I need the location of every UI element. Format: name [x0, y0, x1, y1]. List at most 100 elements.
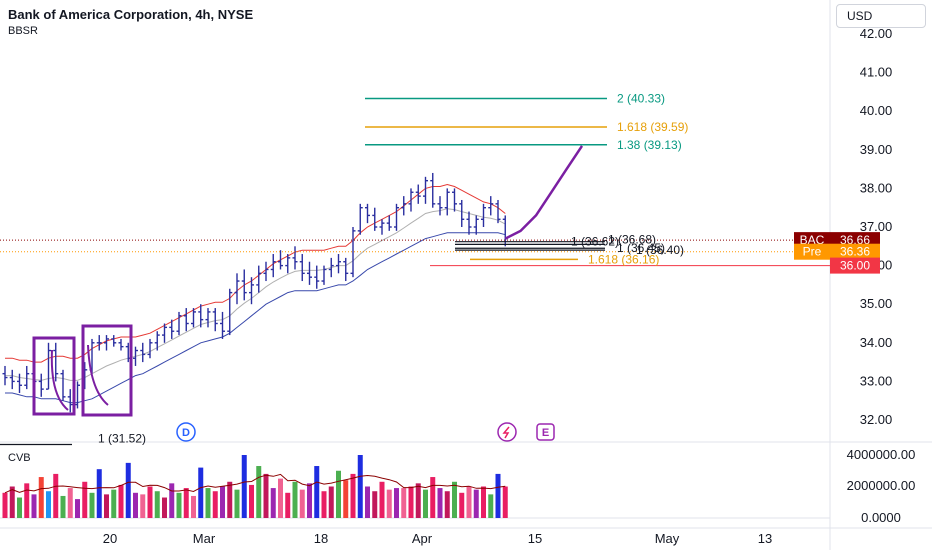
volume-bar: [67, 488, 73, 518]
volume-bar: [394, 488, 399, 518]
band-lower-line: [5, 232, 506, 404]
highlight-box: [32, 336, 76, 416]
volume-bar: [133, 492, 138, 518]
volume-bar: [488, 494, 494, 518]
volume-bar: [495, 473, 501, 518]
fib-cluster-label: 1 (36.45): [617, 241, 665, 255]
volume-bar: [292, 481, 298, 518]
volume-bar: [437, 488, 443, 518]
volume-bar: [430, 477, 436, 518]
volume-bar: [31, 494, 37, 518]
volume-bar: [46, 491, 51, 518]
fib-level-label: 2 (40.33): [617, 91, 665, 105]
x-tick-label: 15: [528, 531, 542, 546]
volume-bar: [502, 486, 508, 518]
volume-bar: [459, 492, 465, 518]
volume-bar: [379, 481, 385, 518]
volume-bar: [299, 489, 305, 518]
volume-bar: [104, 494, 109, 518]
volume-bar: [212, 491, 218, 518]
volume-bar: [270, 488, 276, 518]
highlight-curve: [50, 349, 69, 411]
projection-path: [504, 145, 584, 240]
volume-bar: [408, 486, 414, 518]
volume-bar: [452, 481, 457, 518]
y-tick-label: 33.00: [860, 373, 893, 388]
volume-bar: [357, 455, 363, 518]
price-tag-name-box: [794, 243, 830, 260]
volume-bar: [162, 497, 167, 518]
volume-bar: [444, 491, 450, 518]
volume-bar: [154, 491, 160, 518]
volume-bar: [205, 488, 211, 518]
x-tick-label: May: [655, 531, 680, 546]
fib-level-label: 1.618 (39.59): [617, 120, 688, 134]
volume-bar: [278, 478, 283, 518]
volume-bar: [82, 481, 88, 518]
y-tick-label: 34.00: [860, 335, 893, 350]
x-tick-label: 18: [314, 531, 328, 546]
volume-bar: [473, 489, 479, 518]
x-tick-label: 20: [103, 531, 117, 546]
x-tick-label: Apr: [412, 531, 433, 546]
volume-bar: [140, 494, 146, 518]
earnings-marker-label: E: [542, 427, 549, 439]
volume-bar: [336, 470, 341, 518]
lower-fib-label: 1 (31.52): [98, 432, 146, 446]
volume-bar: [24, 483, 30, 518]
volume-bar: [60, 495, 66, 518]
volume-bar: [249, 484, 254, 518]
volume-bar: [227, 481, 233, 518]
fib-cluster-label: 1.618 (36.16): [588, 252, 659, 266]
dividend-marker-icon: [176, 422, 196, 442]
volume-bar: [314, 466, 320, 518]
y-tick-label: 42.00: [860, 26, 893, 41]
volume-bar: [481, 486, 486, 518]
volume-bar: [169, 483, 175, 518]
volume-bar: [75, 499, 80, 518]
volume-bar: [241, 455, 247, 518]
y-tick-label: 39.00: [860, 142, 893, 157]
volume-bar: [111, 489, 117, 518]
x-tick-label: 13: [758, 531, 772, 546]
volume-axis-label: 2000000.00: [847, 478, 916, 493]
volume-bar: [423, 489, 428, 518]
lightning-icon: [502, 426, 510, 439]
price-tag-name: BAC: [800, 233, 825, 247]
price-tag-value-box: [830, 243, 880, 260]
volume-axis-label: 4000000.00: [847, 447, 916, 462]
volume-bar: [9, 486, 15, 518]
volume-bar: [53, 473, 59, 518]
volume-bar: [401, 488, 407, 518]
price-tag-value: 36.00: [840, 259, 870, 273]
volume-bar: [96, 469, 102, 518]
volume-bar: [307, 483, 312, 518]
volume-bar: [183, 488, 189, 518]
y-tick-label: 37.00: [860, 219, 893, 234]
band-basis-line: [5, 208, 506, 381]
fib-cluster-label: 1 (36.40): [636, 243, 684, 257]
volume-bar: [365, 486, 370, 518]
fib-level-label: 1.38 (39.13): [617, 138, 682, 152]
y-tick-label: 35.00: [860, 296, 893, 311]
y-tick-label: 38.00: [860, 180, 893, 195]
chart-title: Bank of America Corporation, 4h, NYSE: [8, 7, 254, 22]
volume-bar: [415, 483, 421, 518]
band-upper-line: [5, 183, 506, 363]
volume-bar: [198, 467, 204, 518]
highlight-curve: [87, 344, 109, 406]
volume-bar: [176, 492, 182, 518]
highlight-box: [81, 324, 133, 417]
volume-bar: [220, 486, 225, 518]
volume-bar: [350, 473, 356, 518]
earnings-marker-icon: [536, 423, 555, 441]
volume-bar: [466, 486, 472, 518]
volume-bar: [89, 492, 95, 518]
volume-bar: [256, 466, 262, 518]
fib-cluster-label: 1 (36.62): [571, 235, 619, 249]
y-tick-label: 40.00: [860, 103, 893, 118]
currency-selector[interactable]: USD: [836, 4, 926, 28]
volume-bar: [386, 489, 392, 518]
split-marker-icon: [497, 422, 517, 442]
